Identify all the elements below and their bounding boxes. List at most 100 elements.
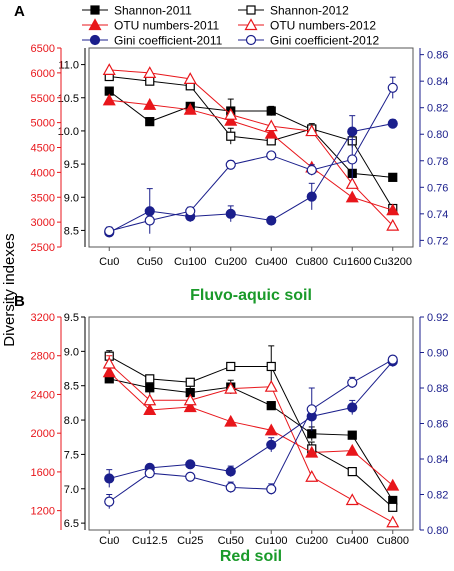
data-point — [264, 379, 278, 392]
otu-tick-label: 4000 — [31, 167, 55, 179]
data-point — [266, 361, 276, 372]
legend-entry-label: OTU numbers-2011 — [114, 19, 219, 33]
panel-b: B Red soil 6.5 7.0 7.5 8.0 8.5 9.0 9.5 1200 1600 20… — [14, 293, 448, 565]
legend-marker — [88, 18, 102, 31]
legend-entry-label: OTU numbers-2012 — [270, 19, 376, 33]
gini-tick-label: 0.88 — [427, 383, 448, 395]
data-point — [225, 208, 236, 219]
gini-tick-label: 0.86 — [427, 50, 448, 62]
data-point — [183, 102, 197, 115]
data-point — [306, 191, 317, 202]
data-point — [225, 466, 236, 477]
x-tick-label: Cu50 — [218, 535, 244, 547]
series-shannon-2011 — [104, 374, 398, 506]
otu-tick-label: 4500 — [31, 143, 55, 155]
data-point — [305, 124, 319, 137]
panel-label: A — [14, 3, 25, 20]
series-gini-coefficient-2012 — [104, 76, 398, 237]
data-point — [183, 393, 197, 406]
data-point — [266, 215, 277, 226]
data-point — [145, 117, 155, 127]
data-point — [347, 126, 358, 137]
data-point — [347, 430, 357, 440]
series-shannon-2012 — [104, 345, 398, 512]
data-point — [347, 402, 358, 413]
gini-tick-label: 0.80 — [427, 129, 448, 141]
data-point — [345, 443, 359, 456]
shannon-tick-label: 9.5 — [64, 159, 79, 171]
plot-frame — [88, 316, 414, 531]
gini-tick-label: 0.84 — [427, 454, 448, 466]
shannon-tick-label: 10.5 — [58, 93, 79, 105]
data-point — [347, 154, 358, 165]
shared-ylabel: Diversity indexes — [1, 233, 18, 346]
series-line — [109, 69, 394, 226]
data-point — [143, 393, 157, 406]
legend-entry-label: Shannon-2012 — [270, 4, 349, 18]
legend-entry-label: Gini coefficient-2012 — [270, 34, 380, 48]
data-point — [388, 502, 398, 512]
gini-tick-label: 0.82 — [427, 490, 448, 502]
data-point — [386, 218, 400, 231]
data-point — [143, 66, 157, 78]
data-point — [387, 82, 398, 93]
legend-entry-label: Shannon-2011 — [114, 4, 192, 18]
data-point — [104, 473, 115, 484]
series-line — [108, 371, 394, 486]
series-line — [109, 361, 394, 480]
series-line — [108, 363, 393, 523]
data-point — [386, 203, 400, 216]
gini-tick-label: 0.90 — [427, 348, 448, 360]
otu-tick-label: 2000 — [31, 428, 55, 440]
data-point — [102, 63, 116, 75]
data-point — [345, 177, 359, 189]
shannon-tick-label: 8.5 — [64, 225, 79, 237]
data-point — [102, 356, 116, 369]
series-line — [109, 87, 394, 232]
x-tick-label: Cu400 — [255, 256, 287, 268]
series-otu-numbers-2012 — [102, 63, 400, 231]
soil-label: Red soil — [220, 548, 282, 565]
series-line — [109, 76, 394, 209]
gini-tick-label: 0.84 — [427, 76, 448, 88]
data-point — [305, 470, 319, 482]
data-point — [226, 361, 236, 372]
series-line — [108, 90, 393, 178]
otu-tick-label: 1600 — [31, 467, 55, 479]
x-tick-label: Cu800 — [377, 535, 409, 547]
data-point — [145, 76, 155, 86]
data-point — [264, 423, 278, 436]
otu-tick-label: 2800 — [31, 351, 55, 363]
data-point — [104, 496, 115, 507]
x-tick-label: Cu3200 — [373, 256, 412, 268]
data-point — [225, 159, 236, 170]
data-point — [345, 493, 359, 506]
shannon-tick-label: 9.5 — [64, 312, 79, 324]
data-point — [185, 206, 196, 217]
data-point — [305, 445, 319, 458]
otu-tick-label: 3200 — [31, 312, 55, 324]
data-point — [224, 107, 238, 120]
otu-tick-label: 2400 — [31, 389, 55, 401]
otu-tick-label: 1200 — [31, 506, 55, 518]
data-point — [266, 439, 277, 450]
data-point — [183, 72, 197, 84]
series-line — [109, 99, 393, 211]
legend-marker — [89, 34, 101, 46]
otu-tick-label: 6000 — [31, 68, 55, 80]
series-otu-numbers-2012 — [102, 355, 400, 528]
legend-marker — [90, 5, 100, 15]
data-point — [143, 97, 157, 110]
data-point — [144, 468, 155, 479]
data-point — [102, 365, 116, 378]
x-tick-label: Cu0 — [99, 256, 119, 268]
data-point — [185, 471, 196, 482]
data-point — [145, 383, 155, 393]
data-point — [224, 381, 238, 394]
legend-entry-label: Gini coefficient-2011 — [114, 34, 223, 48]
data-point — [386, 515, 400, 528]
x-tick-label: Cu50 — [137, 256, 163, 268]
legend-marker — [245, 34, 257, 46]
data-point — [306, 404, 317, 415]
gini-tick-label: 0.92 — [427, 312, 448, 324]
